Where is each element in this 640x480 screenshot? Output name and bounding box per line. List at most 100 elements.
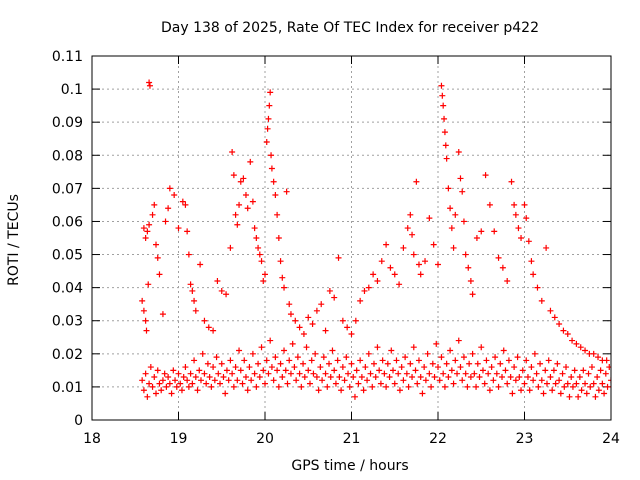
data-point	[479, 367, 486, 374]
data-point	[500, 347, 507, 354]
data-point	[185, 383, 192, 390]
data-point	[511, 201, 518, 208]
data-point	[436, 377, 443, 384]
data-point	[587, 383, 594, 390]
data-point	[519, 367, 526, 374]
data-point	[560, 327, 567, 334]
data-point	[543, 244, 550, 251]
data-point	[149, 383, 156, 390]
data-point	[300, 330, 307, 337]
data-point	[319, 377, 326, 384]
data-point	[573, 340, 580, 347]
y-tick-label: 0.02	[52, 347, 83, 363]
data-point	[438, 82, 445, 89]
data-point	[504, 278, 511, 285]
data-point	[429, 360, 436, 367]
data-point	[482, 172, 489, 179]
data-point	[179, 198, 186, 205]
data-point	[301, 373, 308, 380]
data-point	[499, 373, 506, 380]
data-point	[208, 383, 215, 390]
data-point	[490, 377, 497, 384]
data-point	[263, 139, 270, 146]
data-point	[281, 284, 288, 291]
data-point	[538, 297, 545, 304]
data-point	[383, 241, 390, 248]
chart-title: Day 138 of 2025, Rate Of TEC Index for r…	[161, 20, 539, 36]
data-point	[395, 370, 402, 377]
data-point	[528, 364, 535, 371]
data-point	[402, 354, 409, 361]
data-point	[142, 235, 149, 241]
data-point	[374, 278, 381, 285]
data-point	[511, 364, 518, 371]
data-point	[467, 373, 474, 380]
data-point	[412, 367, 419, 374]
data-point	[173, 383, 180, 390]
data-point	[525, 238, 532, 245]
data-point	[580, 367, 587, 374]
data-point	[599, 380, 606, 387]
data-point	[210, 364, 217, 371]
data-point	[294, 354, 301, 361]
data-point	[543, 380, 550, 387]
data-point	[556, 321, 563, 328]
data-point	[409, 373, 416, 380]
data-point	[300, 360, 307, 367]
data-point	[286, 301, 293, 308]
data-point	[557, 390, 564, 397]
data-point	[601, 390, 608, 397]
data-point	[215, 370, 222, 377]
data-point	[410, 251, 417, 258]
data-point	[590, 350, 597, 357]
data-point	[237, 367, 244, 374]
data-point	[414, 380, 421, 387]
data-point	[142, 370, 149, 377]
data-point	[523, 357, 530, 364]
data-point	[508, 178, 515, 185]
data-point	[203, 380, 210, 387]
data-point	[199, 350, 206, 357]
data-point	[154, 367, 161, 374]
data-point	[435, 364, 441, 371]
data-point	[400, 244, 407, 251]
data-point	[310, 370, 317, 377]
data-point	[393, 357, 400, 364]
data-point	[267, 89, 274, 96]
data-point	[272, 354, 279, 361]
data-point	[156, 271, 163, 278]
data-point	[507, 373, 514, 380]
data-point	[265, 370, 272, 377]
data-point	[144, 228, 151, 235]
data-point	[151, 201, 158, 208]
data-point	[473, 383, 480, 390]
data-point	[457, 175, 464, 182]
data-point	[262, 380, 268, 387]
data-point	[217, 380, 224, 387]
data-point	[573, 380, 580, 387]
data-point	[355, 380, 362, 387]
data-point	[320, 354, 327, 361]
data-point	[331, 367, 338, 374]
y-tick-label: 0	[74, 413, 83, 429]
data-point	[266, 102, 273, 109]
data-point	[244, 387, 251, 394]
data-point	[274, 211, 281, 218]
data-point	[582, 380, 589, 387]
data-point	[230, 172, 237, 179]
data-point	[590, 380, 597, 387]
data-point	[474, 360, 481, 367]
data-point	[163, 383, 170, 390]
data-point	[237, 178, 244, 185]
data-point	[147, 364, 154, 371]
data-point	[379, 357, 386, 364]
data-point	[430, 241, 437, 248]
data-point	[263, 357, 270, 364]
data-point	[335, 254, 342, 261]
data-point	[293, 377, 300, 384]
data-point	[575, 393, 582, 400]
data-point	[452, 211, 459, 218]
data-point	[478, 228, 485, 235]
data-point	[262, 271, 268, 278]
data-point	[592, 393, 599, 400]
